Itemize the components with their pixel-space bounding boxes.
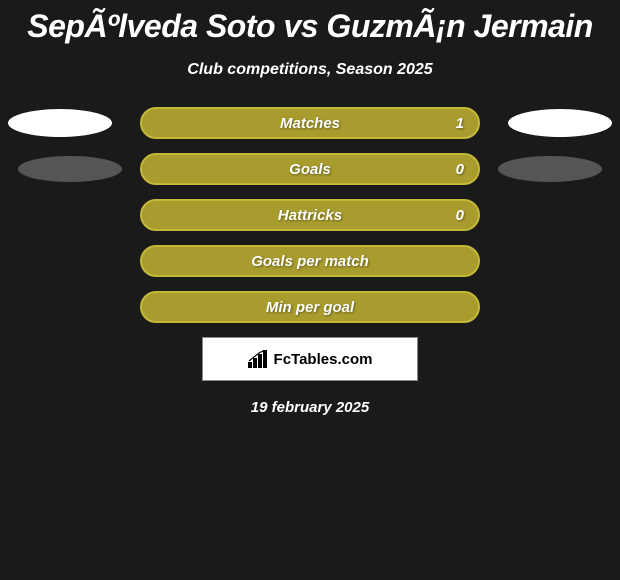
footer-date: 19 february 2025 bbox=[0, 399, 620, 416]
stat-label: Matches bbox=[280, 115, 340, 132]
page-subtitle: Club competitions, Season 2025 bbox=[0, 61, 620, 79]
stat-bar: Hattricks 0 bbox=[140, 199, 480, 231]
stat-row-goals: Goals 0 bbox=[0, 153, 620, 185]
stat-label: Goals per match bbox=[251, 253, 369, 270]
oval-left-icon bbox=[8, 109, 112, 137]
footer-brand-box: FcTables.com bbox=[202, 337, 418, 381]
footer-brand-text: FcTables.com bbox=[274, 351, 373, 368]
stat-value: 0 bbox=[456, 207, 464, 224]
stat-row-matches: Matches 1 bbox=[0, 107, 620, 139]
bars-icon bbox=[248, 350, 270, 368]
stat-bar: Min per goal bbox=[140, 291, 480, 323]
stat-row-goals-per-match: Goals per match bbox=[0, 245, 620, 277]
stat-bar: Matches 1 bbox=[140, 107, 480, 139]
oval-left-icon bbox=[18, 156, 122, 182]
stat-value: 1 bbox=[456, 115, 464, 132]
stat-value: 0 bbox=[456, 161, 464, 178]
stat-row-hattricks: Hattricks 0 bbox=[0, 199, 620, 231]
stat-row-min-per-goal: Min per goal bbox=[0, 291, 620, 323]
stat-label: Goals bbox=[289, 161, 331, 178]
stat-label: Hattricks bbox=[278, 207, 342, 224]
stat-bar: Goals per match bbox=[140, 245, 480, 277]
oval-right-icon bbox=[498, 156, 602, 182]
stat-bar: Goals 0 bbox=[140, 153, 480, 185]
page-title: SepÃºlveda Soto vs GuzmÃ¡n Jermain bbox=[0, 0, 620, 45]
oval-right-icon bbox=[508, 109, 612, 137]
stats-container: Matches 1 Goals 0 Hattricks 0 Goals per … bbox=[0, 107, 620, 323]
stat-label: Min per goal bbox=[266, 299, 354, 316]
